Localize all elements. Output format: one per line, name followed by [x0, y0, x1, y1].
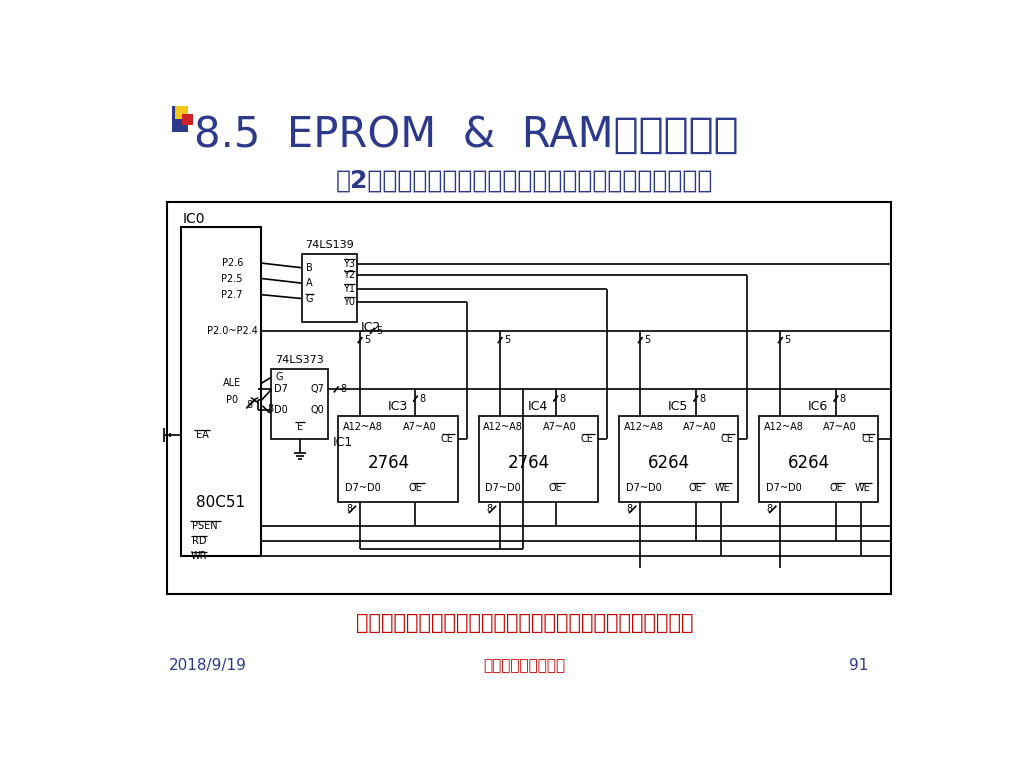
Text: WE: WE	[855, 483, 870, 493]
Text: OE: OE	[829, 483, 843, 493]
Text: Y1: Y1	[343, 283, 355, 293]
Text: CE: CE	[721, 434, 734, 444]
Text: OE: OE	[409, 483, 422, 493]
Text: 5: 5	[784, 335, 791, 345]
Text: CE: CE	[861, 434, 873, 444]
Text: P0: P0	[226, 396, 239, 406]
Text: 8: 8	[627, 505, 633, 515]
Text: D7~D0: D7~D0	[766, 483, 802, 493]
Text: Q0: Q0	[311, 406, 325, 415]
Text: 5: 5	[644, 335, 650, 345]
Text: Y0: Y0	[343, 296, 355, 306]
Text: CE: CE	[581, 434, 594, 444]
Text: D7~D0: D7~D0	[626, 483, 662, 493]
Text: D7~D0: D7~D0	[345, 483, 381, 493]
Text: Y3: Y3	[343, 259, 355, 269]
Text: B: B	[306, 263, 312, 273]
Text: IC4: IC4	[527, 400, 548, 413]
Bar	[167, 202, 891, 594]
Text: A: A	[306, 278, 312, 288]
Text: 2764: 2764	[368, 454, 410, 472]
Text: D7~D0: D7~D0	[485, 483, 521, 493]
Text: 8: 8	[346, 505, 352, 515]
Bar	[478, 415, 598, 502]
Text: A12~A8: A12~A8	[764, 422, 804, 432]
Text: 8: 8	[267, 405, 273, 415]
Text: A7~A0: A7~A0	[683, 422, 717, 432]
Text: 8: 8	[767, 505, 773, 515]
Text: IC3: IC3	[388, 400, 408, 413]
Text: D7: D7	[273, 384, 288, 395]
Text: WE: WE	[715, 483, 730, 493]
Text: IC2: IC2	[360, 321, 381, 334]
Text: IC5: IC5	[668, 400, 688, 413]
Text: 8: 8	[340, 384, 346, 395]
Text: A12~A8: A12~A8	[483, 422, 523, 432]
Text: PSEN: PSEN	[193, 521, 218, 531]
Text: （2）采用译码器译码方法扩展程序存储器和数据存储器: （2）采用译码器译码方法扩展程序存储器和数据存储器	[336, 169, 714, 193]
Bar	[174, 106, 187, 119]
Text: 80C51: 80C51	[196, 495, 245, 510]
Text: IC6: IC6	[808, 400, 828, 413]
Text: 74LS139: 74LS139	[305, 240, 353, 250]
Text: 单片机原理及其应用: 单片机原理及其应用	[483, 658, 566, 674]
Text: 6264: 6264	[648, 454, 690, 472]
Text: 8.5  EPROM  &  RAM的同时扩展: 8.5 EPROM & RAM的同时扩展	[194, 114, 738, 155]
Bar	[301, 254, 357, 322]
Text: ALE: ALE	[223, 378, 242, 388]
Text: 2018/9/19: 2018/9/19	[169, 658, 247, 674]
Text: A12~A8: A12~A8	[343, 422, 383, 432]
Text: P2.0~P2.4: P2.0~P2.4	[207, 326, 258, 336]
Text: 一种采用译码器译码方法扩展程序存储器和数据存储器的电路: 一种采用译码器译码方法扩展程序存储器和数据存储器的电路	[356, 614, 693, 634]
Text: A7~A0: A7~A0	[402, 422, 436, 432]
Text: A7~A0: A7~A0	[823, 422, 857, 432]
Text: A12~A8: A12~A8	[624, 422, 664, 432]
Text: P2.6: P2.6	[221, 258, 243, 268]
Text: 2764: 2764	[508, 454, 550, 472]
Text: OE: OE	[689, 483, 702, 493]
Text: P2.5: P2.5	[221, 273, 243, 283]
Text: G: G	[305, 293, 313, 303]
Bar	[759, 415, 879, 502]
Text: IC0: IC0	[182, 212, 205, 227]
Text: 5: 5	[504, 335, 510, 345]
Text: E: E	[297, 422, 303, 432]
Bar	[182, 114, 193, 124]
Text: A7~A0: A7~A0	[543, 422, 577, 432]
Text: OE: OE	[549, 483, 562, 493]
Text: 5: 5	[376, 326, 382, 336]
Text: 6264: 6264	[787, 454, 830, 472]
Text: WR: WR	[190, 551, 207, 561]
Bar	[172, 106, 175, 132]
Text: 8: 8	[486, 505, 493, 515]
Bar	[271, 369, 329, 439]
Text: 8: 8	[419, 394, 425, 404]
Text: IC1: IC1	[333, 436, 352, 449]
Bar	[339, 415, 458, 502]
Text: 8: 8	[559, 394, 565, 404]
Text: 8: 8	[247, 400, 253, 410]
Text: Y2: Y2	[343, 270, 355, 280]
Text: CE: CE	[440, 434, 454, 444]
Bar	[618, 415, 738, 502]
Text: D0: D0	[273, 406, 288, 415]
Text: Q7: Q7	[310, 384, 325, 395]
Text: 5: 5	[364, 335, 370, 345]
Text: 91: 91	[849, 658, 868, 674]
Bar	[180, 227, 261, 557]
Bar	[174, 119, 187, 132]
Text: 74LS373: 74LS373	[275, 355, 325, 365]
Text: 8: 8	[699, 394, 706, 404]
Text: RD: RD	[191, 536, 207, 546]
Text: 8: 8	[840, 394, 846, 404]
Text: P2.7: P2.7	[221, 290, 243, 300]
Text: G: G	[275, 372, 283, 382]
Text: EA: EA	[196, 430, 209, 440]
